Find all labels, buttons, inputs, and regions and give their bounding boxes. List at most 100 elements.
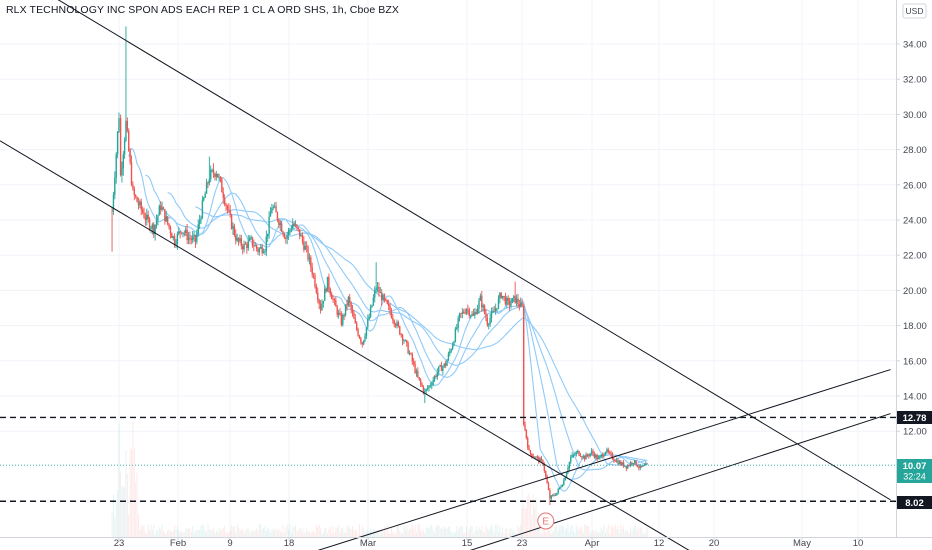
- volume-bar: [617, 526, 619, 537]
- volume-bar: [299, 528, 301, 537]
- volume-bar: [250, 530, 252, 537]
- volume-bar: [414, 525, 416, 537]
- volume-bar: [474, 530, 476, 537]
- candle-body: [286, 235, 288, 239]
- earnings-marker[interactable]: E: [537, 512, 555, 530]
- volume-bar: [292, 527, 294, 537]
- candle-body: [268, 216, 270, 234]
- candle-body: [361, 342, 363, 345]
- volume-bar: [256, 528, 258, 537]
- trendline-rising-lower[interactable]: [453, 413, 891, 550]
- candle-body: [590, 450, 593, 454]
- volume-bar: [225, 532, 227, 537]
- volume-bar: [445, 527, 447, 537]
- volume-bar: [628, 533, 630, 537]
- candle-body: [301, 235, 304, 242]
- volume-bar: [485, 526, 487, 537]
- candle-body: [447, 353, 450, 361]
- candle-body: [123, 140, 126, 155]
- volume-bar: [171, 531, 173, 537]
- volume-bar: [349, 528, 351, 537]
- candle-body: [353, 312, 355, 319]
- candle-body: [494, 308, 497, 312]
- volume-bar: [607, 524, 609, 537]
- candle-body: [242, 246, 244, 250]
- candle-body: [510, 303, 512, 306]
- candle-body: [144, 217, 147, 220]
- candle-body: [333, 299, 336, 301]
- price-axis[interactable]: 12.00 14.00 16.00 18.00 20.00 22.00 24.00 26.00…: [896, 40, 927, 438]
- candle-body: [538, 457, 540, 462]
- trendline-channel-lower[interactable]: [0, 140, 696, 550]
- volume-bar: [579, 529, 581, 537]
- volume-bar: [304, 533, 306, 537]
- candle-body: [400, 334, 402, 336]
- volume-bar: [410, 528, 412, 537]
- candle-body: [481, 295, 483, 308]
- candle-body: [336, 306, 338, 315]
- volume-bar: [201, 524, 203, 537]
- volume-bar: [457, 530, 459, 537]
- candle-body: [321, 303, 323, 311]
- candle-body: [185, 229, 187, 233]
- candle-body: [411, 354, 413, 362]
- volume-bar: [342, 527, 344, 537]
- candle-body: [278, 220, 280, 225]
- candle-body: [436, 372, 439, 377]
- volume-bar: [143, 525, 145, 537]
- candle-body: [578, 450, 580, 456]
- volume-bar: [365, 531, 367, 537]
- y-tick-label: 20.00: [903, 286, 927, 297]
- trendline-channel-upper[interactable]: [0, 0, 891, 501]
- volume-bar: [263, 528, 265, 537]
- y-tick-label: 14.00: [903, 392, 927, 403]
- volume-bar: [208, 529, 210, 537]
- volume-bar: [320, 528, 322, 537]
- volume-bar: [546, 529, 548, 537]
- volume-bar: [502, 527, 504, 537]
- volume-bar: [459, 527, 461, 537]
- volume-bar: [271, 529, 273, 537]
- candle-body: [324, 288, 326, 301]
- volume-bar: [407, 530, 409, 537]
- volume-bar: [571, 525, 573, 537]
- candle-body: [246, 244, 248, 249]
- candle-body: [207, 182, 209, 184]
- candle-body: [407, 343, 409, 354]
- candle-body: [460, 313, 462, 315]
- candle-body: [146, 214, 148, 220]
- candle-body: [465, 309, 468, 314]
- candle-body: [339, 312, 341, 315]
- candle-body: [243, 243, 245, 250]
- candle-body: [342, 314, 344, 325]
- volume-bar: [528, 492, 530, 537]
- trendline-rising-upper[interactable]: [300, 369, 891, 550]
- volume-bar: [463, 532, 465, 537]
- candle-body: [357, 329, 359, 336]
- y-tick-label: 26.00: [903, 180, 927, 191]
- candle-body: [642, 465, 644, 467]
- volume-bar: [239, 529, 241, 537]
- candle-body: [344, 304, 347, 316]
- volume-bar: [406, 526, 408, 537]
- candle-body: [132, 184, 134, 190]
- candle-body: [153, 224, 155, 235]
- candle-body: [343, 314, 345, 316]
- candle-body: [290, 229, 293, 230]
- volume-bar: [333, 532, 335, 537]
- volume-bar: [260, 524, 262, 537]
- bar-countdown-label: 32:24: [903, 472, 926, 482]
- y-tick-label: 22.00: [903, 251, 927, 262]
- volume-bar: [382, 531, 384, 537]
- candle-body: [303, 241, 305, 250]
- candle-body: [531, 453, 533, 457]
- volume-bar: [493, 533, 495, 537]
- time-axis[interactable]: 23 Feb 9 18 Mar 15 23 Apr 12 20 May 10: [114, 537, 864, 549]
- volume-bar: [514, 531, 516, 537]
- currency-button[interactable]: USD: [902, 3, 927, 19]
- volume-bar: [345, 532, 347, 537]
- candle-body: [406, 340, 408, 344]
- trendlines[interactable]: [0, 0, 891, 550]
- volume-bar: [301, 532, 303, 537]
